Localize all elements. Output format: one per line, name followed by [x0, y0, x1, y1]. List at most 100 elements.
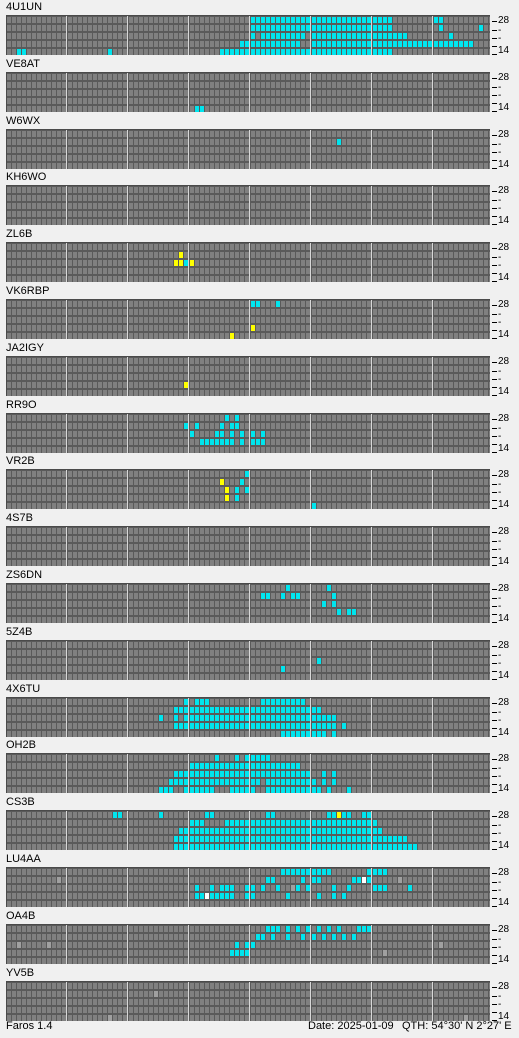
grid-cell	[474, 358, 478, 364]
grid-cell	[174, 139, 178, 145]
grid-cell	[439, 33, 443, 39]
grid-cell	[413, 244, 417, 250]
grid-cell	[164, 268, 168, 274]
grid-cell	[149, 487, 153, 493]
grid-cell	[362, 187, 366, 193]
grid-cell	[200, 276, 204, 282]
grid-cell	[215, 74, 219, 80]
grid-cell	[291, 415, 295, 421]
grid-cell	[17, 374, 21, 380]
grid-cell	[98, 147, 102, 153]
grid-cell	[205, 301, 209, 307]
grid-cell	[459, 260, 463, 266]
grid-cell	[103, 147, 107, 153]
grid-cell	[73, 358, 77, 364]
grid-cell	[327, 252, 331, 258]
grid-cell	[139, 163, 143, 169]
grid-cell	[230, 552, 234, 558]
grid-cell	[190, 187, 194, 193]
grid-cell	[439, 528, 443, 534]
grid-cell	[479, 49, 483, 55]
grid-cell	[174, 374, 178, 380]
grid-cell	[291, 358, 295, 364]
band-axis: 28- -14	[492, 413, 519, 453]
grid-cell	[317, 252, 321, 258]
grid-cell	[179, 203, 183, 209]
grid-cell	[444, 131, 448, 137]
grid-cell	[489, 544, 490, 550]
grid-cell	[444, 560, 448, 566]
grid-cell	[418, 390, 422, 396]
grid-cell	[296, 503, 300, 509]
grid-cell	[12, 252, 16, 258]
grid-cell	[281, 41, 285, 47]
grid-cell	[469, 106, 473, 112]
grid-cell	[454, 528, 458, 534]
grid-cell	[484, 439, 488, 445]
grid-cell	[408, 358, 412, 364]
grid-cell	[261, 560, 265, 566]
grid-cell	[418, 552, 422, 558]
grid-cell	[83, 301, 87, 307]
grid-cell	[113, 49, 117, 55]
grid-cell	[444, 333, 448, 339]
grid-cell	[479, 82, 483, 88]
grid-cell	[205, 415, 209, 421]
grid-cell	[439, 560, 443, 566]
grid-cell	[383, 268, 387, 274]
grid-cell	[134, 252, 138, 258]
grid-cell	[225, 203, 229, 209]
grid-cell	[489, 423, 490, 429]
grid-cell	[32, 41, 36, 47]
grid-cell	[17, 544, 21, 550]
grid-cell	[271, 415, 275, 421]
grid-cell	[449, 366, 453, 372]
grid-cell	[215, 203, 219, 209]
grid-cell	[296, 536, 300, 542]
grid-cell	[57, 155, 61, 161]
grid-cell	[32, 487, 36, 493]
grid-cell	[108, 195, 112, 201]
grid-cell	[144, 33, 148, 39]
grid-cell	[398, 244, 402, 250]
grid-cell	[261, 41, 265, 47]
grid-cell	[68, 309, 72, 315]
grid-cell	[32, 74, 36, 80]
grid-cell	[408, 301, 412, 307]
grid-cell	[378, 325, 382, 331]
grid-cell	[12, 415, 16, 421]
grid-cell	[256, 431, 260, 437]
grid-cell	[251, 301, 255, 307]
grid-cell	[332, 268, 336, 274]
grid-cell	[256, 447, 260, 453]
grid-cell	[286, 260, 290, 266]
grid-cell	[7, 268, 11, 274]
grid-cell	[479, 374, 483, 380]
grid-cell	[235, 560, 239, 566]
grid-cell	[88, 195, 92, 201]
grid-cell	[383, 390, 387, 396]
grid-cell	[474, 252, 478, 258]
grid-cell	[489, 382, 490, 388]
grid-cell	[179, 382, 183, 388]
grid-cell	[281, 268, 285, 274]
grid-cell	[73, 155, 77, 161]
grid-cell	[317, 552, 321, 558]
grid-cell	[98, 252, 102, 258]
grid-cell	[134, 431, 138, 437]
grid-cell	[93, 552, 97, 558]
grid-cell	[256, 252, 260, 258]
grid-cell	[327, 536, 331, 542]
grid-cell	[57, 131, 61, 137]
grid-cell	[47, 309, 51, 315]
axis-tick	[492, 419, 497, 420]
grid-cell	[190, 415, 194, 421]
grid-cell	[210, 33, 214, 39]
grid-cell	[337, 147, 341, 153]
grid-cell	[388, 423, 392, 429]
station-panel: KH6WO 28- -14	[0, 170, 519, 226]
grid-cell	[220, 252, 224, 258]
grid-cell	[47, 219, 51, 225]
grid-cell	[276, 90, 280, 96]
grid-cell	[235, 82, 239, 88]
